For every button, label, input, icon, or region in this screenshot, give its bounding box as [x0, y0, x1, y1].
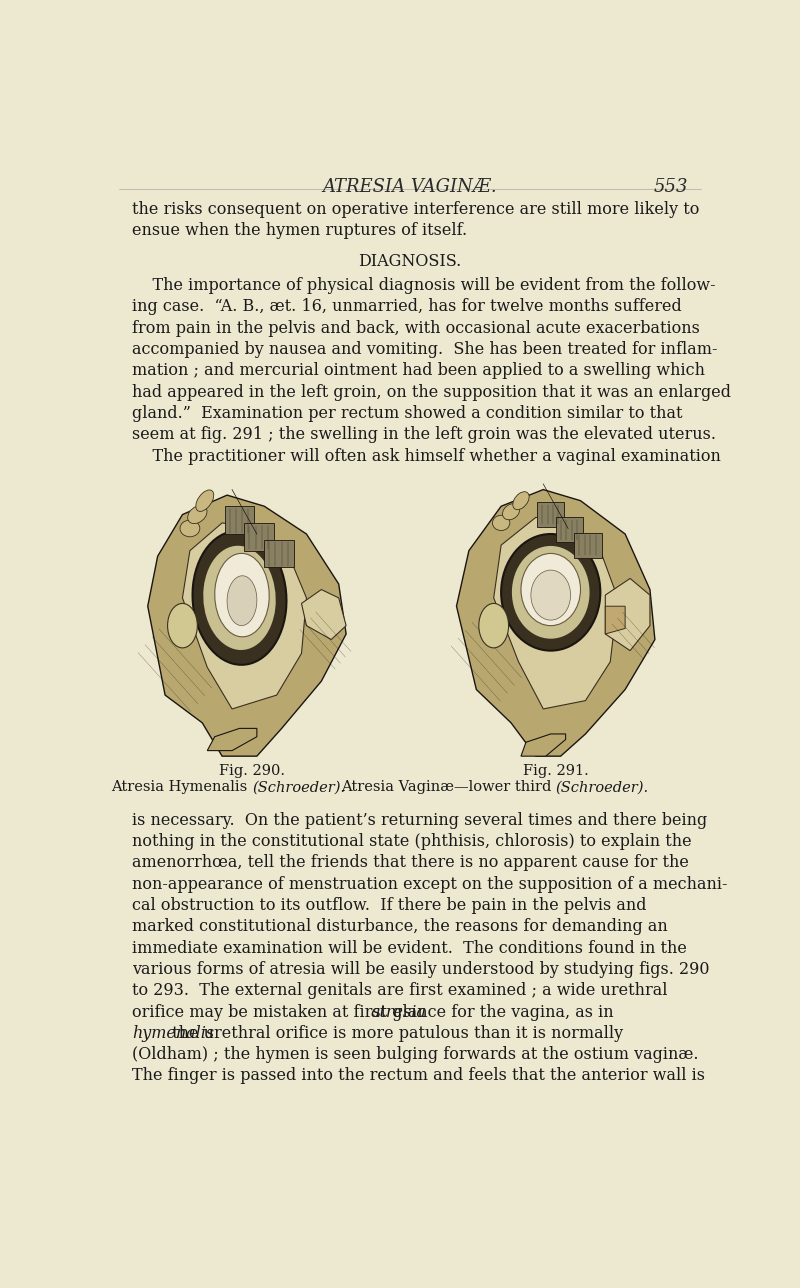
Text: (Schroeder).: (Schroeder). [252, 781, 345, 795]
Text: accompanied by nausea and vomiting.  She has been treated for inflam-: accompanied by nausea and vomiting. She … [132, 341, 718, 358]
Polygon shape [606, 578, 650, 650]
Polygon shape [148, 495, 346, 756]
Ellipse shape [227, 576, 257, 626]
Text: hymenalis: hymenalis [132, 1025, 214, 1042]
Text: various forms of atresia will be easily understood by studying figs. 290: various forms of atresia will be easily … [132, 961, 710, 978]
Text: ensue when the hymen ruptures of itself.: ensue when the hymen ruptures of itself. [132, 223, 467, 240]
Text: mation ; and mercurial ointment had been applied to a swelling which: mation ; and mercurial ointment had been… [132, 362, 706, 380]
Text: The finger is passed into the rectum and feels that the anterior wall is: The finger is passed into the rectum and… [132, 1068, 706, 1084]
Text: gland.”  Examination per rectum showed a condition similar to that: gland.” Examination per rectum showed a … [132, 404, 682, 422]
Polygon shape [207, 729, 257, 751]
Ellipse shape [511, 545, 590, 640]
Polygon shape [182, 523, 306, 708]
Text: amenorrhœa, tell the friends that there is no apparent cause for the: amenorrhœa, tell the friends that there … [132, 854, 689, 871]
Text: The importance of physical diagnosis will be evident from the follow-: The importance of physical diagnosis wil… [132, 277, 716, 294]
Text: Fig. 290.: Fig. 290. [219, 764, 285, 778]
Polygon shape [556, 518, 583, 542]
Text: the urethral orifice is more patulous than it is normally: the urethral orifice is more patulous th… [167, 1025, 623, 1042]
Ellipse shape [180, 520, 200, 537]
Text: marked constitutional disturbance, the reasons for demanding an: marked constitutional disturbance, the r… [132, 918, 668, 935]
Polygon shape [225, 506, 254, 535]
Ellipse shape [196, 489, 214, 511]
Ellipse shape [193, 531, 286, 665]
Text: ATRESIA VAGINÆ.: ATRESIA VAGINÆ. [322, 178, 498, 196]
Text: to 293.  The external genitals are first examined ; a wide urethral: to 293. The external genitals are first … [132, 983, 668, 999]
Text: The practitioner will often ask himself whether a vaginal examination: The practitioner will often ask himself … [132, 448, 721, 465]
Polygon shape [264, 540, 294, 567]
Text: 553: 553 [654, 178, 688, 196]
Text: atresia: atresia [370, 1003, 426, 1020]
Text: from pain in the pelvis and back, with occasional acute exacerbations: from pain in the pelvis and back, with o… [132, 319, 700, 336]
Ellipse shape [214, 554, 270, 636]
Ellipse shape [521, 554, 581, 626]
Text: DIAGNOSIS.: DIAGNOSIS. [358, 252, 462, 269]
Text: non-appearance of menstruation except on the supposition of a mechani-: non-appearance of menstruation except on… [132, 876, 728, 893]
Polygon shape [245, 523, 274, 551]
Ellipse shape [531, 571, 570, 620]
Text: orifice may be mistaken at first glance for the vagina, as in: orifice may be mistaken at first glance … [132, 1003, 619, 1020]
Polygon shape [302, 590, 346, 640]
Text: seem at fig. 291 ; the swelling in the left groin was the elevated uterus.: seem at fig. 291 ; the swelling in the l… [132, 426, 716, 443]
Ellipse shape [502, 504, 520, 520]
Text: the risks consequent on operative interference are still more likely to: the risks consequent on operative interf… [132, 201, 700, 218]
Text: is necessary.  On the patient’s returning several times and there being: is necessary. On the patient’s returning… [132, 811, 707, 828]
Polygon shape [537, 502, 564, 527]
Text: cal obstruction to its outflow.  If there be pain in the pelvis and: cal obstruction to its outflow. If there… [132, 896, 646, 914]
Text: had appeared in the left groin, on the supposition that it was an enlarged: had appeared in the left groin, on the s… [132, 384, 731, 401]
Ellipse shape [501, 535, 600, 650]
Text: (Schroeder).: (Schroeder). [556, 781, 649, 795]
Polygon shape [457, 489, 655, 756]
Polygon shape [521, 734, 566, 756]
Text: (Oldham) ; the hymen is seen bulging forwards at the ostium vaginæ.: (Oldham) ; the hymen is seen bulging for… [132, 1046, 698, 1063]
Ellipse shape [493, 515, 510, 531]
Polygon shape [574, 533, 602, 558]
Text: Atresia Hymenalis: Atresia Hymenalis [111, 781, 252, 795]
Ellipse shape [513, 492, 529, 510]
Polygon shape [494, 518, 618, 708]
Ellipse shape [202, 545, 277, 650]
Text: Fig. 291.: Fig. 291. [523, 764, 589, 778]
Polygon shape [606, 607, 625, 634]
Text: Atresia Vaginæ—lower third: Atresia Vaginæ—lower third [341, 781, 556, 795]
Text: immediate examination will be evident.  The conditions found in the: immediate examination will be evident. T… [132, 939, 687, 957]
Text: nothing in the constitutional state (phthisis, chlorosis) to explain the: nothing in the constitutional state (pht… [132, 833, 692, 850]
Text: ing case.  “A. B., æt. 16, unmarried, has for twelve months suffered: ing case. “A. B., æt. 16, unmarried, has… [132, 299, 682, 316]
Ellipse shape [188, 505, 207, 524]
Ellipse shape [167, 604, 198, 648]
Ellipse shape [479, 604, 509, 648]
